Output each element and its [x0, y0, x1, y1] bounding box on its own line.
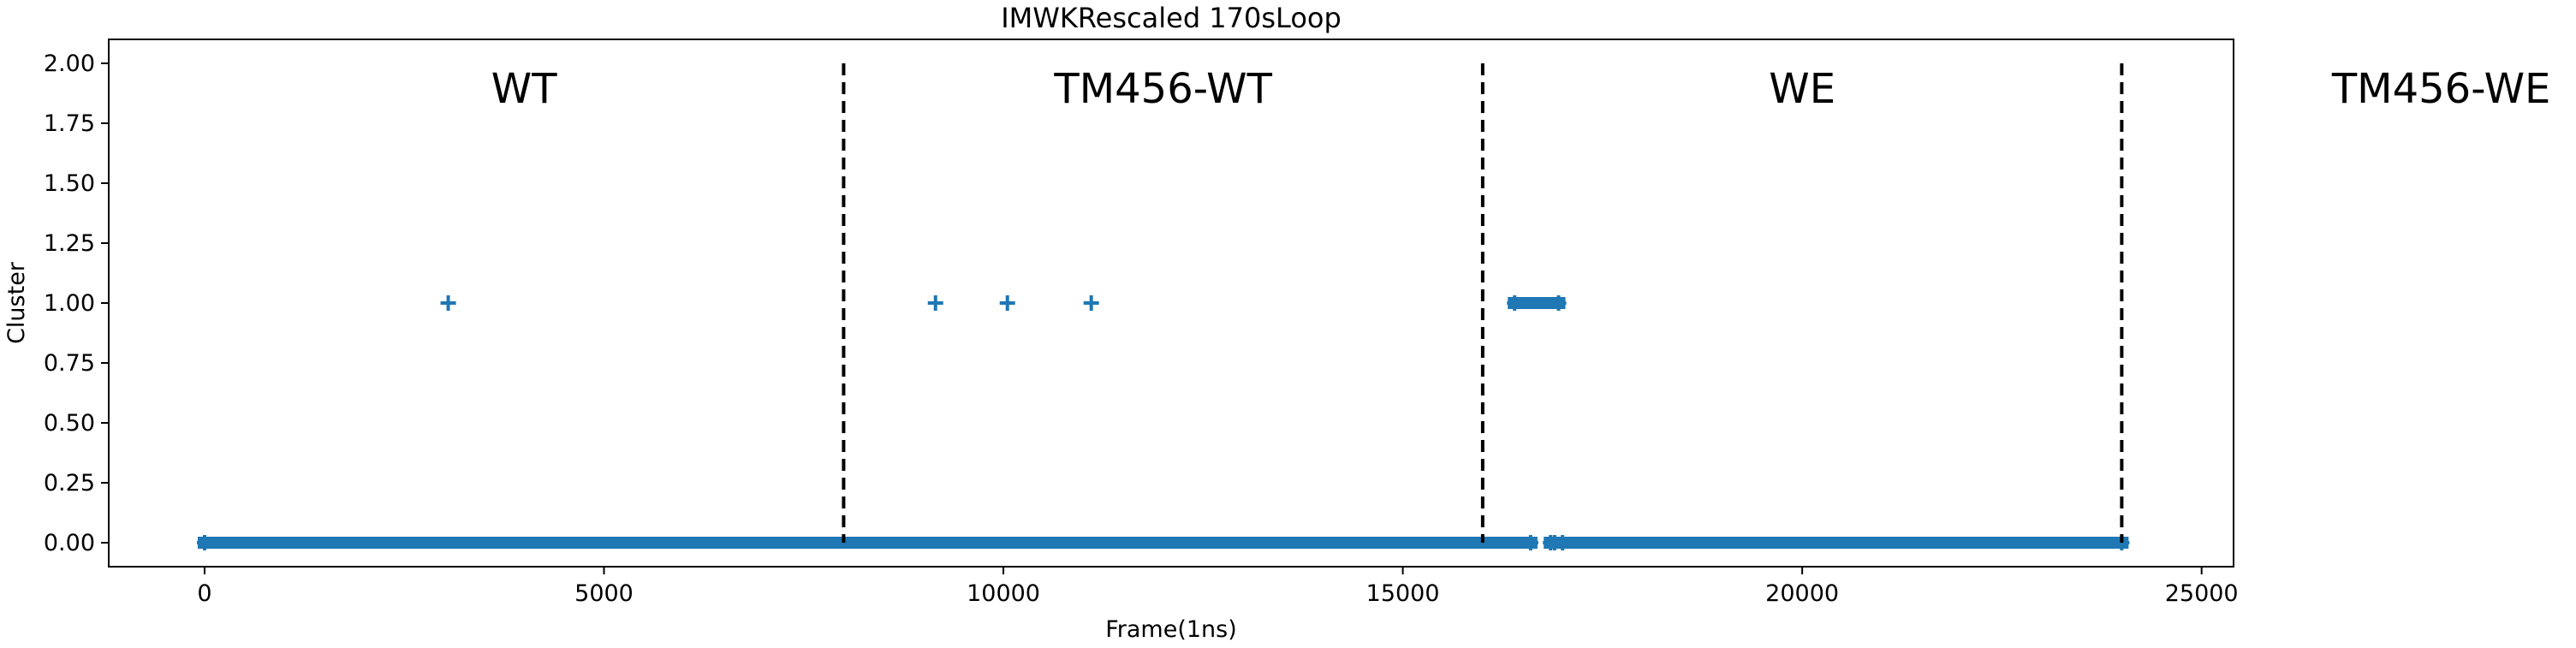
data-point: [196, 535, 212, 550]
y-tick-label: 0.25: [44, 470, 95, 496]
y-tick-label: 1.00: [44, 290, 95, 317]
chart-marks: 0 5000 10000 15000 20000 25000 0.00 0.25 0.50 0.7…: [44, 51, 2550, 607]
y-tick-label: 1.75: [44, 110, 95, 137]
y-tick-label: 0.00: [44, 530, 95, 556]
y-axis-label: Cluster: [3, 261, 30, 344]
y-tick-label: 2.00: [44, 51, 95, 77]
region-label: WE: [1769, 65, 1835, 113]
x-tick-label: 20000: [1765, 580, 1839, 607]
data-point: [1507, 295, 1523, 311]
region-label: TM456-WE: [2331, 65, 2551, 113]
x-tick-label: 0: [197, 580, 211, 607]
region-label: WT: [491, 65, 557, 113]
y-tick-label: 0.75: [44, 350, 95, 377]
x-axis-label: Frame(1ns): [1105, 616, 1237, 643]
y-tick-label: 1.25: [44, 230, 95, 257]
chart-title: IMWKRescaled 170sLoop: [1001, 2, 1342, 34]
y-tick-label: 0.50: [44, 410, 95, 437]
region-label: TM456-WT: [1053, 65, 1272, 113]
data-point: [440, 295, 456, 311]
data-point: [1083, 295, 1099, 311]
data-point: [999, 295, 1015, 311]
x-tick-label: 25000: [2165, 580, 2239, 607]
x-tick-label: 5000: [574, 580, 634, 607]
data-point: [927, 295, 943, 311]
data-point: [1555, 535, 1571, 550]
x-tick-label: 15000: [1366, 580, 1440, 607]
plot-area-frame: [108, 39, 2234, 568]
data-point: [1550, 295, 1567, 311]
y-tick-label: 1.50: [44, 170, 95, 197]
data-point: [1522, 535, 1538, 550]
x-tick-label: 10000: [967, 580, 1040, 607]
